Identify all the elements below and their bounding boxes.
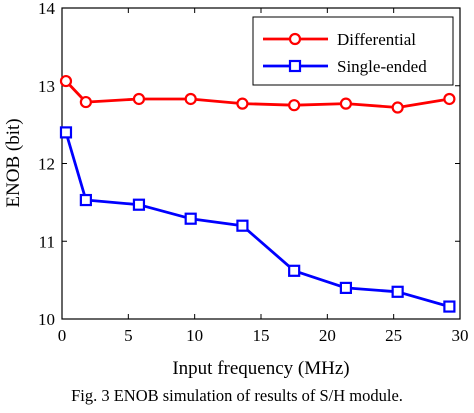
differential-data-point (132, 92, 146, 106)
single-ended-series-line (64, 132, 450, 308)
legend-label-differential: Differential (337, 30, 416, 49)
legend-label-single-ended: Single-ended (337, 57, 427, 76)
x-tick-label: 5 (124, 326, 133, 345)
differential-data-point (59, 74, 73, 88)
single-ended-data-point (288, 264, 301, 277)
differential-data-point (184, 92, 197, 106)
single-ended-data-point (391, 285, 404, 298)
series-lines (64, 80, 450, 308)
single-ended-data-point (443, 300, 456, 313)
x-tick-label: 15 (253, 326, 270, 345)
x-tick-label: 20 (319, 326, 336, 345)
differential-data-point (288, 99, 301, 112)
single-ended-data-point (236, 219, 249, 232)
single-ended-data-point (59, 126, 73, 139)
legend-marker-single-ended (288, 59, 302, 73)
x-tick-label: 0 (58, 326, 67, 345)
y-tick-label: 12 (38, 155, 55, 174)
y-tick-label: 11 (39, 232, 55, 251)
y-tick-label: 10 (38, 310, 55, 329)
legend-box (252, 16, 454, 86)
single-ended-data-point (339, 281, 353, 294)
series-markers (59, 74, 456, 313)
legend-marker-differential (288, 32, 302, 46)
figure-caption: Fig. 3 ENOB simulation of results of S/H… (71, 386, 403, 405)
differential-data-point (391, 101, 404, 114)
legend: Differential Single-ended (252, 16, 454, 86)
axis-ticks: 0 5 10 15 20 25 30 10 11 12 13 14 (38, 0, 469, 345)
differential-data-point (236, 97, 249, 110)
x-axis-title: Input frequency (MHz) (172, 358, 349, 379)
x-tick-label: 30 (452, 326, 469, 345)
differential-data-point (79, 95, 92, 109)
y-tick-label: 14 (38, 0, 56, 18)
differential-data-point (443, 92, 456, 106)
y-tick-label: 13 (38, 77, 55, 96)
x-tick-label: 10 (186, 326, 203, 345)
x-tick-label: 25 (385, 326, 402, 345)
single-ended-data-point (79, 193, 92, 207)
single-ended-data-point (132, 198, 146, 211)
differential-data-point (339, 97, 353, 110)
enob-chart: 0 5 10 15 20 25 30 10 11 12 13 14 Differential Singl… (3, 0, 469, 379)
single-ended-data-point (184, 212, 197, 225)
y-axis-title: ENOB (bit) (3, 118, 24, 207)
